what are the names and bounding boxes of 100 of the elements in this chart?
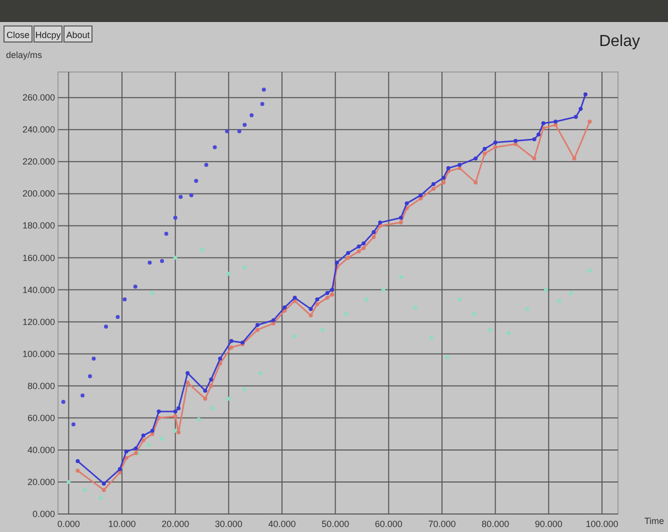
point (569, 291, 574, 295)
text: Close (6, 30, 30, 40)
point (160, 258, 164, 263)
point (404, 201, 409, 206)
point (346, 250, 350, 255)
point (442, 180, 446, 184)
point (532, 137, 536, 142)
y-tick-label: 60.000 (27, 412, 55, 423)
point (218, 356, 222, 361)
point (536, 132, 541, 136)
point (88, 374, 92, 378)
point (124, 456, 128, 460)
point (173, 414, 178, 418)
x-tick-label: 10.000 (108, 519, 136, 529)
point (178, 194, 183, 199)
point (150, 291, 154, 295)
y-tick-label: 260.000 (22, 92, 55, 103)
point (255, 323, 260, 328)
point (458, 297, 462, 302)
x-tick-label: 100.000 (586, 519, 618, 529)
point (150, 428, 154, 433)
point (381, 288, 386, 292)
y-tick-label: 200.000 (22, 188, 55, 199)
text: About (66, 30, 90, 40)
point (544, 288, 548, 292)
point (378, 220, 382, 225)
point (226, 272, 231, 276)
y-axis-title: delay/ms (6, 50, 43, 60)
point (255, 328, 260, 332)
point (588, 268, 592, 273)
point (514, 142, 518, 146)
chart-title: Delay (599, 33, 640, 50)
point (282, 305, 287, 310)
point (229, 345, 234, 350)
point (398, 216, 403, 220)
text: Hdcpy (35, 30, 62, 40)
point (398, 274, 403, 279)
point (98, 496, 103, 500)
point (506, 331, 511, 336)
point (102, 488, 106, 492)
point (173, 256, 178, 260)
point (488, 328, 492, 332)
point (71, 422, 76, 426)
point (431, 186, 436, 191)
point (372, 234, 376, 239)
point (92, 356, 96, 361)
point (196, 418, 201, 422)
point (250, 113, 254, 118)
x-axis-title: Time (644, 516, 664, 526)
point (320, 328, 325, 332)
point (532, 156, 536, 160)
point (173, 428, 178, 433)
point (493, 145, 498, 150)
point (308, 313, 313, 318)
point (271, 321, 276, 326)
point (292, 296, 297, 300)
point (315, 302, 320, 306)
point (431, 182, 436, 186)
y-tick-label: 160.000 (22, 252, 55, 263)
point (76, 468, 80, 473)
point (493, 140, 498, 144)
point (356, 244, 361, 249)
point (346, 256, 350, 260)
point (229, 339, 234, 344)
x-tick-label: 80.000 (482, 519, 510, 529)
point (325, 291, 330, 295)
point (362, 246, 366, 250)
y-tick-label: 220.000 (22, 156, 55, 167)
point (134, 446, 138, 450)
point (482, 146, 487, 151)
x-tick-label: 90.000 (534, 519, 562, 529)
point (541, 121, 546, 126)
point (308, 307, 313, 312)
x-tick-label: 50.000 (322, 519, 350, 529)
point (66, 480, 71, 484)
point (186, 380, 190, 385)
point (203, 388, 208, 393)
point (330, 288, 334, 292)
point (210, 406, 215, 410)
x-tick-label: 20.000 (162, 519, 190, 529)
point (578, 106, 583, 111)
point (209, 384, 214, 388)
point (116, 315, 120, 320)
x-tick-label: 40.000 (268, 519, 296, 529)
point (458, 166, 462, 170)
point (173, 410, 178, 414)
point (141, 438, 146, 442)
point (133, 284, 138, 289)
y-tick-label: 240.000 (22, 124, 55, 135)
point (271, 318, 276, 322)
x-tick-label: 70.000 (428, 519, 456, 529)
point (124, 450, 128, 454)
y-tick-label: 120.000 (22, 316, 55, 327)
point (176, 430, 181, 434)
point (173, 216, 178, 220)
point (474, 156, 478, 160)
point (104, 324, 108, 329)
point (541, 126, 546, 130)
y-tick-label: 40.000 (27, 444, 55, 455)
point (292, 334, 297, 338)
